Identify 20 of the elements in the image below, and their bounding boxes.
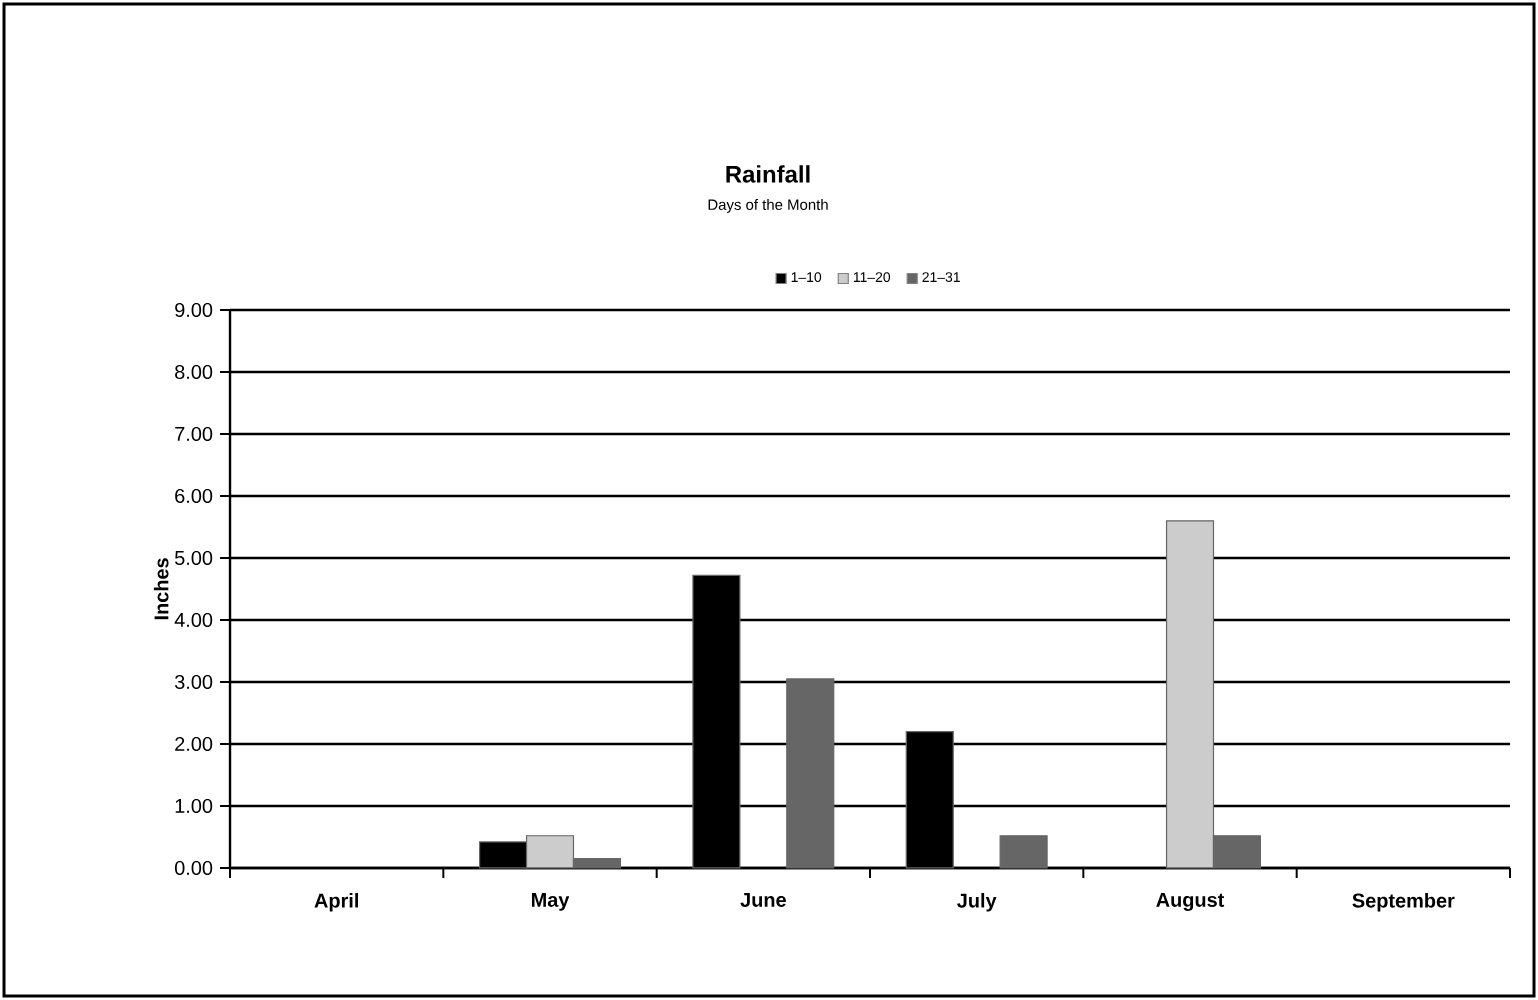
y-tick-label: 0.00 (174, 860, 213, 876)
y-tick-label: 9.00 (175, 302, 213, 318)
y-tick-label: 7.00 (175, 426, 213, 442)
y-axis-title: Inches (153, 558, 169, 620)
y-tick-label: 4.00 (174, 612, 213, 628)
y-tick-label: 8.00 (175, 364, 213, 380)
x-tick-label: June (740, 893, 786, 907)
y-tick-label: 3.00 (174, 674, 213, 690)
x-tick-label: July (957, 893, 997, 912)
chart-title: Rainfall (726, 165, 810, 183)
bar (999, 835, 1048, 869)
y-tick-label: 1.00 (175, 798, 213, 814)
y-tick-label: 5.00 (175, 550, 213, 566)
bar (786, 678, 835, 869)
y-tick-label: 2.00 (175, 736, 213, 752)
x-tick-label: September (1352, 893, 1455, 912)
x-tick-label: April (314, 893, 358, 912)
y-tick-label: 6.00 (175, 488, 213, 504)
x-tick-label: May (531, 893, 570, 911)
x-tick-label: August (1156, 893, 1225, 911)
